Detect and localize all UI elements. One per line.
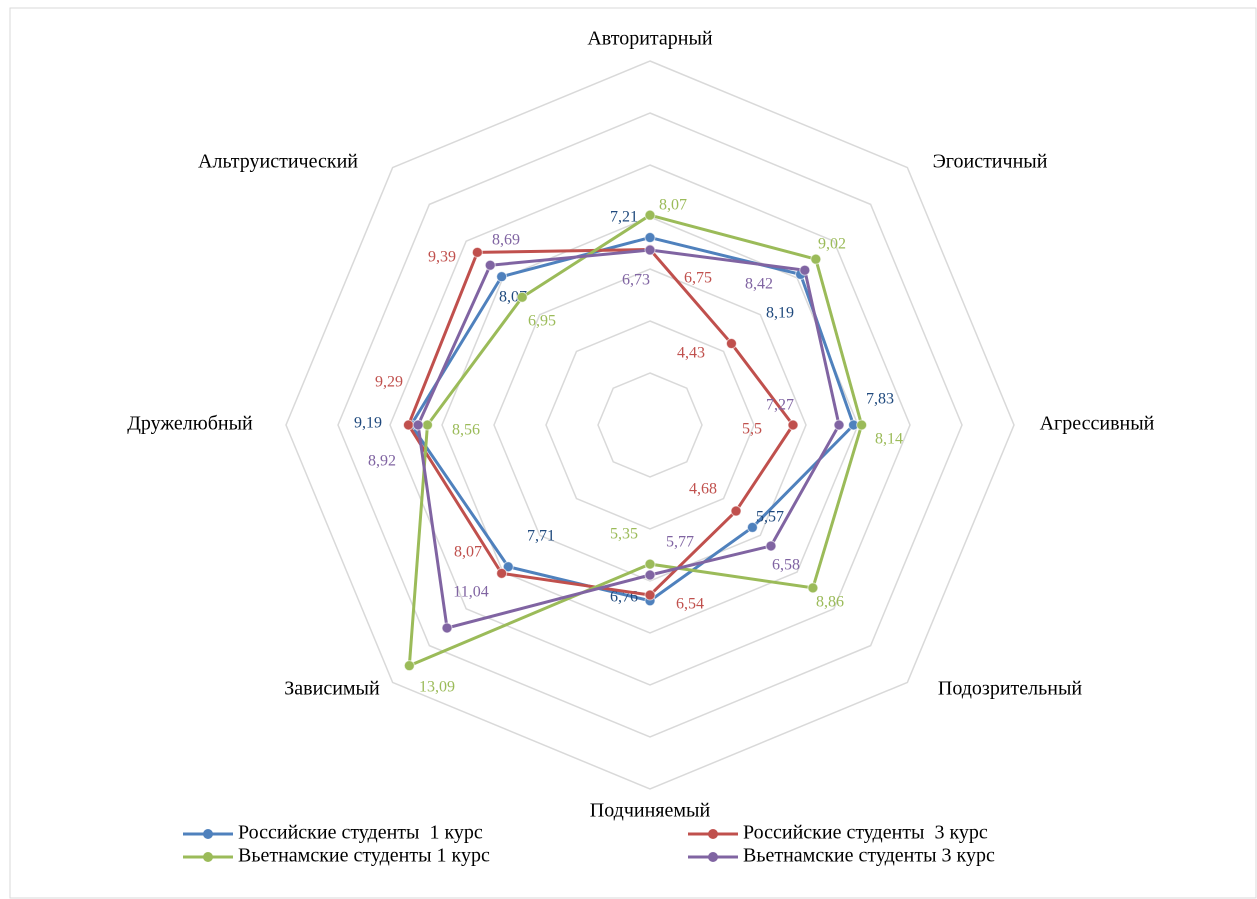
data-label: 8,07 <box>659 197 687 214</box>
data-label: 9,29 <box>375 374 403 391</box>
data-point <box>765 540 777 552</box>
data-label: 7,21 <box>610 209 638 226</box>
data-label: 13,09 <box>419 679 455 696</box>
data-label: 6,54 <box>676 596 704 613</box>
data-point <box>502 561 514 573</box>
data-point <box>644 244 656 256</box>
category-label: Агрессивный <box>1040 413 1155 435</box>
data-label: 9,39 <box>428 249 456 266</box>
data-point <box>810 253 822 265</box>
data-label: 5,77 <box>666 534 694 551</box>
category-label: Авторитарный <box>587 28 713 50</box>
data-label: 11,04 <box>453 584 488 601</box>
category-label: Эгоистичный <box>933 151 1048 173</box>
data-point <box>644 569 656 581</box>
category-label: Подозрительный <box>938 678 1083 700</box>
data-point <box>799 264 811 276</box>
data-point <box>856 419 868 431</box>
data-label: 5,5 <box>742 421 762 438</box>
data-point <box>484 259 496 271</box>
data-label: 6,95 <box>528 313 556 330</box>
data-label: 8,56 <box>452 422 480 439</box>
data-label: 8,07 <box>454 544 482 561</box>
data-point <box>412 419 424 431</box>
data-label: 8,19 <box>766 305 794 322</box>
data-label: 6,75 <box>684 270 712 287</box>
data-label: 6,58 <box>772 557 800 574</box>
data-point <box>403 660 415 672</box>
data-label: 7,71 <box>527 528 555 545</box>
data-label: 8,42 <box>745 276 773 293</box>
legend-marker <box>708 852 718 862</box>
legend-marker <box>203 852 213 862</box>
grid-ring <box>337 112 963 738</box>
data-point <box>516 291 528 303</box>
data-label: 7,83 <box>866 391 894 408</box>
data-point <box>496 271 508 283</box>
data-label: 4,43 <box>677 345 705 362</box>
data-label: 5,57 <box>756 509 784 526</box>
data-point <box>496 567 508 579</box>
data-point <box>421 419 433 431</box>
chart-frame <box>9 7 1257 899</box>
data-label: 8,14 <box>875 431 903 448</box>
data-label: 9,19 <box>354 415 382 432</box>
data-point <box>441 622 453 634</box>
data-label: 9,02 <box>818 236 846 253</box>
legend-label: Российские студенты 3 курс <box>743 822 988 844</box>
data-point <box>807 582 819 594</box>
grid-ring <box>493 268 807 582</box>
data-point <box>644 589 656 601</box>
data-label: 8,92 <box>368 453 396 470</box>
data-point <box>402 419 414 431</box>
data-label: 8,86 <box>816 594 844 611</box>
category-label: Зависимый <box>284 678 380 700</box>
grid-ring <box>285 60 1015 790</box>
data-point <box>725 338 737 350</box>
legend-marker <box>708 829 718 839</box>
legend-marker <box>203 829 213 839</box>
data-point <box>730 505 742 517</box>
data-point <box>644 558 656 570</box>
legend-label: Вьетнамские студенты 3 курс <box>743 845 995 867</box>
grid-ring <box>597 372 703 478</box>
category-label: Подчиняемый <box>590 800 711 822</box>
data-point <box>471 246 483 258</box>
data-point <box>833 419 845 431</box>
data-point <box>787 419 799 431</box>
data-label: 8,69 <box>492 232 520 249</box>
data-point <box>746 521 758 533</box>
grid-ring <box>545 320 755 530</box>
grid-ring <box>389 164 911 686</box>
data-label: 6,73 <box>622 272 650 289</box>
data-label: 7,27 <box>766 397 794 414</box>
legend-label: Вьетнамские студенты 1 курс <box>238 845 490 867</box>
data-point <box>644 232 656 244</box>
legend-label: Российские студенты 1 курс <box>238 822 483 844</box>
data-point <box>644 209 656 221</box>
data-label: 5,35 <box>610 526 638 543</box>
data-label: 4,68 <box>689 481 717 498</box>
category-label: Альтруистический <box>198 151 358 173</box>
category-label: Дружелюбный <box>127 413 253 435</box>
